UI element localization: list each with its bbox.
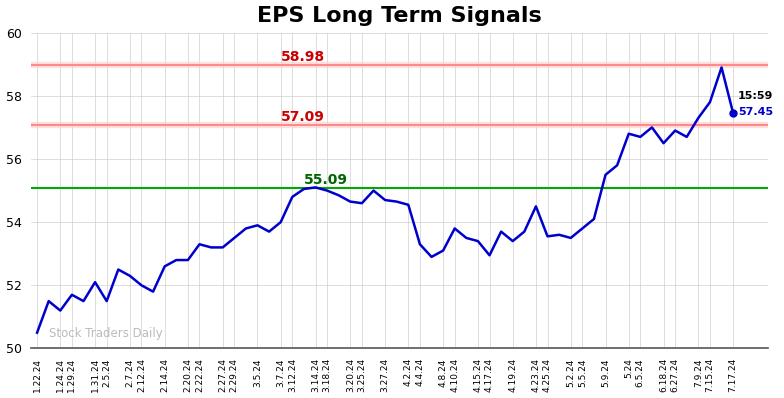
Bar [31, 62, 768, 67]
Text: 15:59: 15:59 [738, 91, 773, 101]
Text: Stock Traders Daily: Stock Traders Daily [49, 328, 162, 340]
Bar [31, 122, 768, 127]
Text: 58.98: 58.98 [281, 50, 325, 64]
Text: 57.09: 57.09 [281, 110, 325, 124]
Title: EPS Long Term Signals: EPS Long Term Signals [257, 6, 542, 25]
Text: 57.45: 57.45 [738, 107, 773, 117]
Text: 55.09: 55.09 [304, 173, 348, 187]
